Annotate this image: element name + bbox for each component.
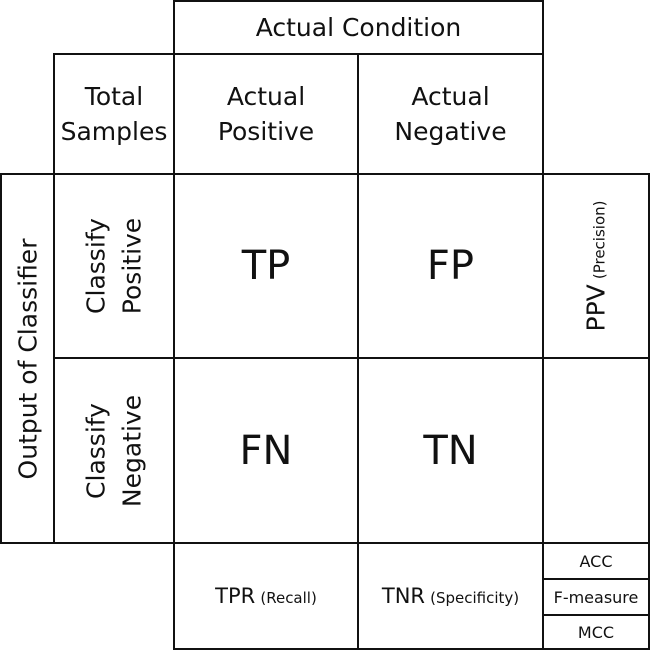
total-samples-cell: Total Samples bbox=[53, 53, 175, 175]
tpr-note: (Recall) bbox=[260, 589, 317, 607]
tnr-note: (Specificity) bbox=[430, 589, 520, 607]
classify-negative-line-2: Negative bbox=[117, 394, 146, 507]
false-negative-cell: FN bbox=[173, 357, 359, 544]
acc-cell: ACC bbox=[542, 542, 650, 580]
total-samples-line-1: Total bbox=[84, 81, 144, 111]
fn-label: FN bbox=[239, 427, 293, 474]
ppv-label: PPV bbox=[581, 284, 611, 332]
classify-negative-cell: Classify Negative bbox=[53, 357, 175, 544]
tn-label: TN bbox=[423, 427, 478, 474]
false-positive-cell: FP bbox=[357, 173, 544, 359]
mcc-label: MCC bbox=[577, 622, 615, 642]
classify-negative-line-1: Classify bbox=[81, 402, 111, 499]
classify-positive-line-2: Positive bbox=[117, 217, 146, 315]
true-positive-cell: TP bbox=[173, 173, 359, 359]
tpr-label: TPR bbox=[215, 584, 256, 608]
ppv-text: PPV (Precision) bbox=[578, 201, 614, 332]
f-measure-label: F-measure bbox=[553, 587, 639, 607]
actual-negative-line-1: Actual bbox=[411, 81, 490, 111]
actual-negative-line-2: Negative bbox=[394, 117, 507, 146]
tnr-label: TNR bbox=[381, 584, 426, 608]
output-of-classifier-label: Output of Classifier bbox=[12, 238, 42, 479]
actual-positive-line-2: Positive bbox=[217, 117, 315, 146]
actual-positive-header: Actual Positive bbox=[173, 53, 359, 175]
actual-negative-header: Actual Negative bbox=[357, 53, 544, 175]
actual-condition-label: Actual Condition bbox=[255, 12, 462, 42]
classify-positive-line-1: Classify bbox=[81, 218, 111, 314]
true-negative-cell: TN bbox=[357, 357, 544, 544]
f-measure-cell: F-measure bbox=[542, 578, 650, 616]
classify-positive-cell: Classify Positive bbox=[53, 173, 175, 359]
tnr-cell: TNR (Specificity) bbox=[357, 542, 544, 650]
empty-right-cell bbox=[542, 357, 650, 544]
tp-label: TP bbox=[241, 243, 291, 289]
output-of-classifier-cell: Output of Classifier bbox=[0, 173, 55, 544]
actual-condition-header: Actual Condition bbox=[173, 0, 544, 55]
ppv-cell: PPV (Precision) bbox=[542, 173, 650, 359]
total-samples-line-2: Samples bbox=[60, 117, 168, 146]
acc-label: ACC bbox=[579, 551, 613, 571]
ppv-note: (Precision) bbox=[590, 200, 609, 280]
tpr-cell: TPR (Recall) bbox=[173, 542, 359, 650]
fp-label: FP bbox=[426, 243, 475, 289]
mcc-cell: MCC bbox=[542, 614, 650, 650]
actual-positive-line-1: Actual bbox=[226, 81, 306, 111]
